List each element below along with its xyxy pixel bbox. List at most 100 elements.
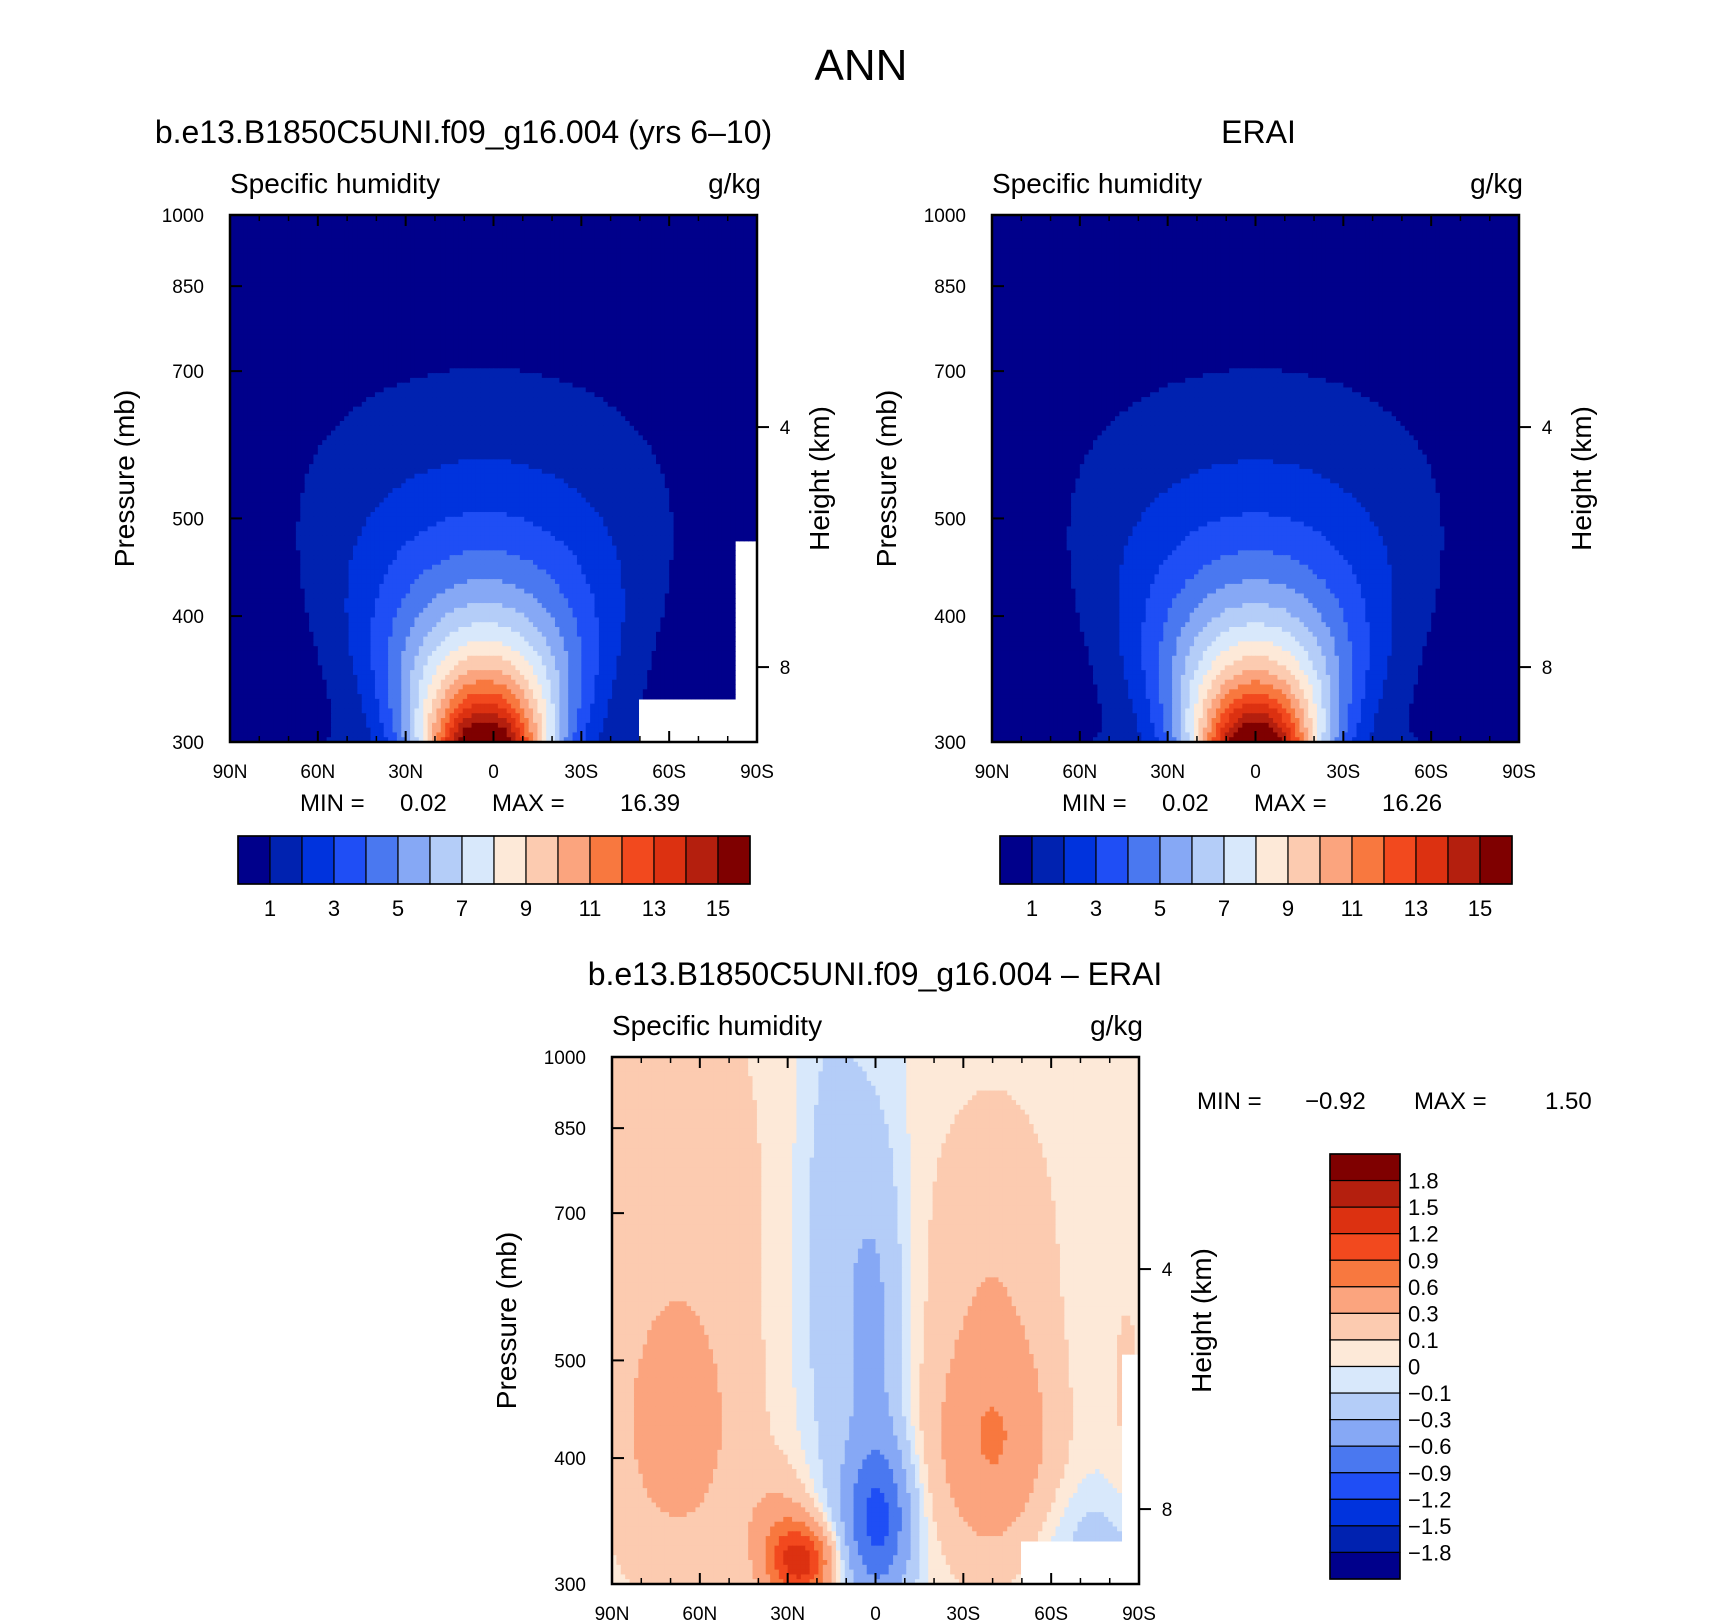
model-cell bbox=[576, 286, 582, 293]
model-cell bbox=[392, 229, 398, 235]
model-cell bbox=[590, 349, 596, 355]
model-cell bbox=[691, 310, 697, 317]
model-cell bbox=[563, 344, 569, 350]
model-cell bbox=[414, 373, 420, 379]
model-cell bbox=[405, 411, 411, 417]
model-cell bbox=[361, 224, 367, 230]
model-cell bbox=[748, 282, 754, 288]
model-cell bbox=[273, 411, 279, 417]
model-cell bbox=[533, 282, 539, 288]
model-cell bbox=[269, 401, 275, 408]
model-cell bbox=[440, 392, 446, 398]
model-cell bbox=[462, 329, 468, 336]
model-cell bbox=[432, 253, 438, 259]
model-cell bbox=[594, 215, 600, 221]
model-cell bbox=[682, 329, 688, 336]
model-cell bbox=[625, 315, 631, 321]
model-cell bbox=[436, 397, 442, 403]
model-cell bbox=[594, 339, 600, 345]
model-cell bbox=[651, 353, 657, 360]
model-cell bbox=[265, 215, 271, 221]
model-cell bbox=[309, 315, 315, 321]
model-cell bbox=[256, 401, 262, 408]
model-cell bbox=[634, 339, 640, 345]
model-cell bbox=[581, 377, 587, 384]
model-cell bbox=[594, 406, 600, 413]
model-cell bbox=[489, 325, 495, 331]
model-cell bbox=[677, 238, 683, 245]
model-cell bbox=[502, 377, 508, 384]
model-cell bbox=[251, 238, 257, 245]
model-cell bbox=[436, 282, 442, 288]
model-cell bbox=[458, 253, 464, 259]
model-cell bbox=[383, 382, 389, 389]
model-cell bbox=[427, 224, 433, 230]
model-cell bbox=[234, 286, 240, 293]
model-cell bbox=[550, 296, 556, 302]
model-cell bbox=[581, 286, 587, 293]
model-cell bbox=[735, 339, 741, 345]
model-cell bbox=[260, 296, 266, 302]
model-cell bbox=[453, 397, 459, 403]
model-cell bbox=[647, 392, 653, 398]
model-cell bbox=[326, 387, 332, 393]
model-cell bbox=[432, 291, 438, 298]
model-cell bbox=[581, 363, 587, 369]
model-cell bbox=[511, 301, 517, 307]
model-cell bbox=[524, 377, 530, 384]
model-cell bbox=[581, 243, 587, 250]
model-cell bbox=[282, 377, 288, 384]
model-cell bbox=[673, 325, 679, 331]
model-cell bbox=[313, 267, 319, 274]
model-cell bbox=[493, 238, 499, 245]
model-cell bbox=[282, 363, 288, 369]
model-cell bbox=[537, 219, 543, 226]
model-cell bbox=[247, 411, 253, 417]
model-cell bbox=[638, 349, 644, 355]
model-cell bbox=[726, 262, 732, 269]
model-cell bbox=[295, 358, 301, 365]
model-cell bbox=[291, 377, 297, 384]
model-cell bbox=[295, 301, 301, 307]
model-cell bbox=[291, 272, 297, 278]
model-cell bbox=[585, 219, 591, 226]
model-cell bbox=[304, 267, 310, 274]
model-cell bbox=[414, 401, 420, 408]
model-cell bbox=[598, 334, 604, 341]
model-cell bbox=[361, 373, 367, 379]
model-cell bbox=[546, 392, 552, 398]
model-cell bbox=[287, 373, 293, 379]
model-cell bbox=[379, 411, 385, 417]
model-cell bbox=[620, 215, 626, 221]
model-cell bbox=[629, 406, 635, 413]
model-cell bbox=[361, 253, 367, 259]
model-cell bbox=[348, 382, 354, 389]
model-cell bbox=[493, 325, 499, 331]
model-cell bbox=[528, 306, 534, 312]
model-cell bbox=[524, 229, 530, 235]
model-cell bbox=[616, 219, 622, 226]
model-cell bbox=[230, 329, 235, 336]
model-cell bbox=[357, 291, 363, 298]
model-cell bbox=[352, 258, 358, 264]
model-cell bbox=[331, 282, 336, 288]
model-cell bbox=[436, 315, 442, 321]
model-cell bbox=[550, 234, 556, 240]
model-cell bbox=[265, 253, 271, 259]
model-cell bbox=[704, 282, 710, 288]
model-cell bbox=[405, 401, 411, 408]
model-cell bbox=[743, 253, 749, 259]
model-cell bbox=[344, 377, 350, 384]
model-cell bbox=[480, 368, 486, 374]
model-cell bbox=[585, 382, 591, 389]
model-cell bbox=[484, 215, 490, 221]
model-cell bbox=[291, 310, 297, 317]
model-cell bbox=[695, 243, 701, 250]
model-cell bbox=[449, 253, 455, 259]
model-cell bbox=[752, 368, 758, 374]
model-cell bbox=[339, 258, 345, 264]
model-cell bbox=[585, 368, 591, 374]
model-cell bbox=[664, 334, 670, 341]
model-cell bbox=[265, 349, 271, 355]
model-cell bbox=[550, 411, 556, 417]
